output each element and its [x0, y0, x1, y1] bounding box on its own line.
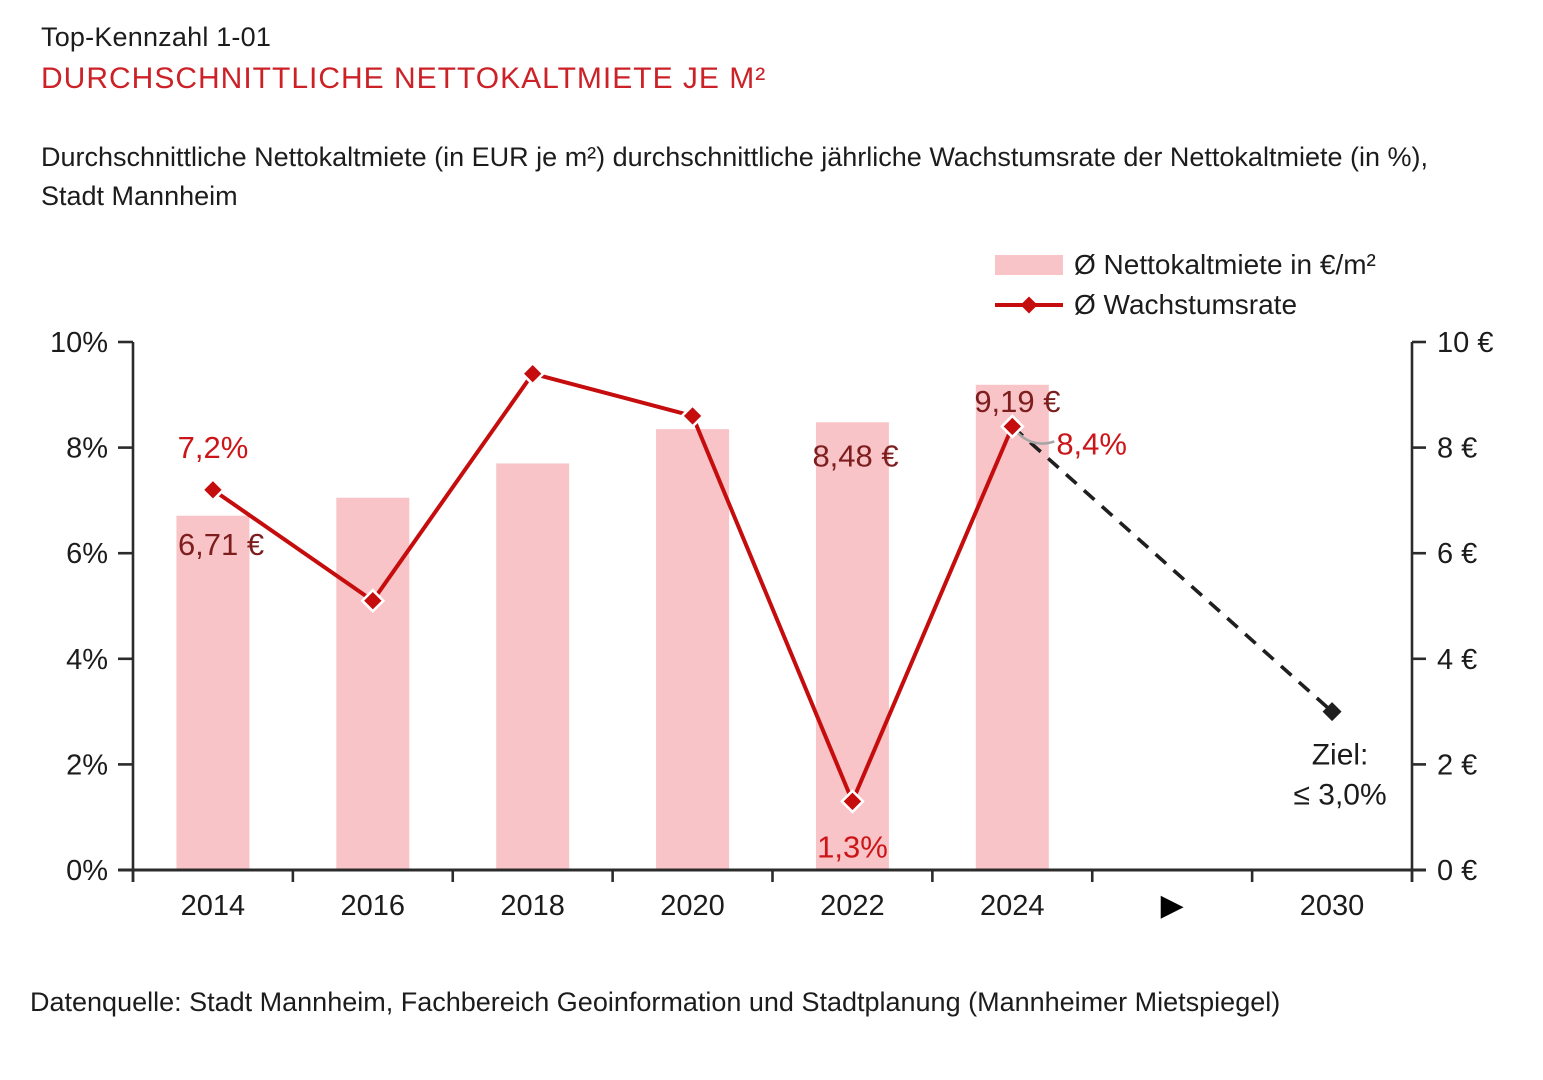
- annotation-8,4%: 8,4%: [1056, 427, 1127, 462]
- right-axis-label: 8 €: [1437, 433, 1477, 465]
- x-axis-label-2022: 2022: [820, 890, 885, 922]
- left-axis-label: 2%: [66, 749, 108, 781]
- annotation-Ziel:: Ziel:: [1312, 739, 1369, 772]
- right-axis-label: 6 €: [1437, 538, 1477, 570]
- bar-2018: [496, 463, 570, 870]
- x-axis-label-2020: 2020: [660, 890, 725, 922]
- left-axis-label: 10%: [50, 327, 108, 359]
- left-axis-label: 4%: [66, 644, 108, 676]
- growth-point-2016: [360, 588, 386, 614]
- label-leader-line: [1015, 430, 1055, 445]
- report-header: Top-Kennzahl 1-01 DURCHSCHNITTLICHE NETT…: [41, 22, 766, 96]
- line-marker-icon: [995, 295, 1063, 315]
- x-axis-label-2016: 2016: [341, 890, 406, 922]
- growth-point-2014: [200, 477, 226, 503]
- right-axis-label: 10 €: [1437, 327, 1493, 359]
- growth-point-2022: [840, 789, 865, 814]
- target-dashed-line: [1011, 425, 1334, 713]
- chart-description-line2: Stadt Mannheim: [41, 181, 238, 211]
- left-axis-label: 0%: [66, 855, 108, 887]
- timeline-arrow-icon: ▶: [1161, 889, 1184, 922]
- annotation-9,19€: 9,19 €: [974, 384, 1060, 419]
- chart-description: Durchschnittliche Nettokaltmiete (in EUR…: [41, 138, 1428, 216]
- data-source: Datenquelle: Stadt Mannheim, Fachbereich…: [30, 987, 1281, 1017]
- x-axis-label-2014: 2014: [181, 890, 246, 922]
- growth-point-2018: [520, 361, 546, 387]
- bar-swatch-icon: [995, 254, 1063, 275]
- bar-2016: [336, 497, 410, 870]
- left-axis-label: 8%: [66, 433, 108, 465]
- legend-item-wachstumsrate: Ø Wachstumsrate: [995, 288, 1376, 320]
- growth-point-2024: [999, 414, 1025, 439]
- right-axis-label: 2 €: [1437, 749, 1477, 781]
- chart-legend: Ø Nettokaltmiete in €/m² Ø Wachstumsrate: [995, 248, 1376, 320]
- annotation-1,3%: 1,3%: [817, 830, 888, 865]
- legend-item-nettokaltmiete: Ø Nettokaltmiete in €/m²: [995, 248, 1376, 280]
- chart-description-line1: Durchschnittliche Nettokaltmiete (in EUR…: [41, 142, 1428, 172]
- bar-2020: [656, 429, 730, 870]
- annotation-8,48€: 8,48 €: [812, 438, 898, 473]
- x-axis-label-2018: 2018: [500, 890, 565, 922]
- bar-2024: [975, 384, 1049, 870]
- page-title: DURCHSCHNITTLICHE NETTOKALTMIETE JE M²: [41, 62, 767, 95]
- legend-label-line: Ø Wachstumsrate: [1074, 288, 1298, 320]
- growth-rate-line: [211, 371, 1015, 807]
- x-axis-label-2024: 2024: [980, 890, 1045, 922]
- bar-2014: [176, 515, 250, 870]
- annotation-7,2%: 7,2%: [178, 430, 249, 465]
- growth-point-2020: [680, 403, 705, 429]
- annotation-≤3,0%: ≤ 3,0%: [1293, 779, 1386, 812]
- kpi-number: Top-Kennzahl 1-01: [41, 22, 272, 52]
- target-point-2030: [1322, 702, 1342, 722]
- right-axis-label: 0 €: [1437, 855, 1477, 887]
- annotation-6,71€: 6,71 €: [178, 527, 264, 562]
- right-axis-label: 4 €: [1437, 644, 1477, 676]
- legend-label-bar: Ø Nettokaltmiete in €/m²: [1074, 248, 1376, 280]
- x-axis-label-2030: 2030: [1300, 890, 1365, 922]
- left-axis-label: 6%: [66, 538, 108, 570]
